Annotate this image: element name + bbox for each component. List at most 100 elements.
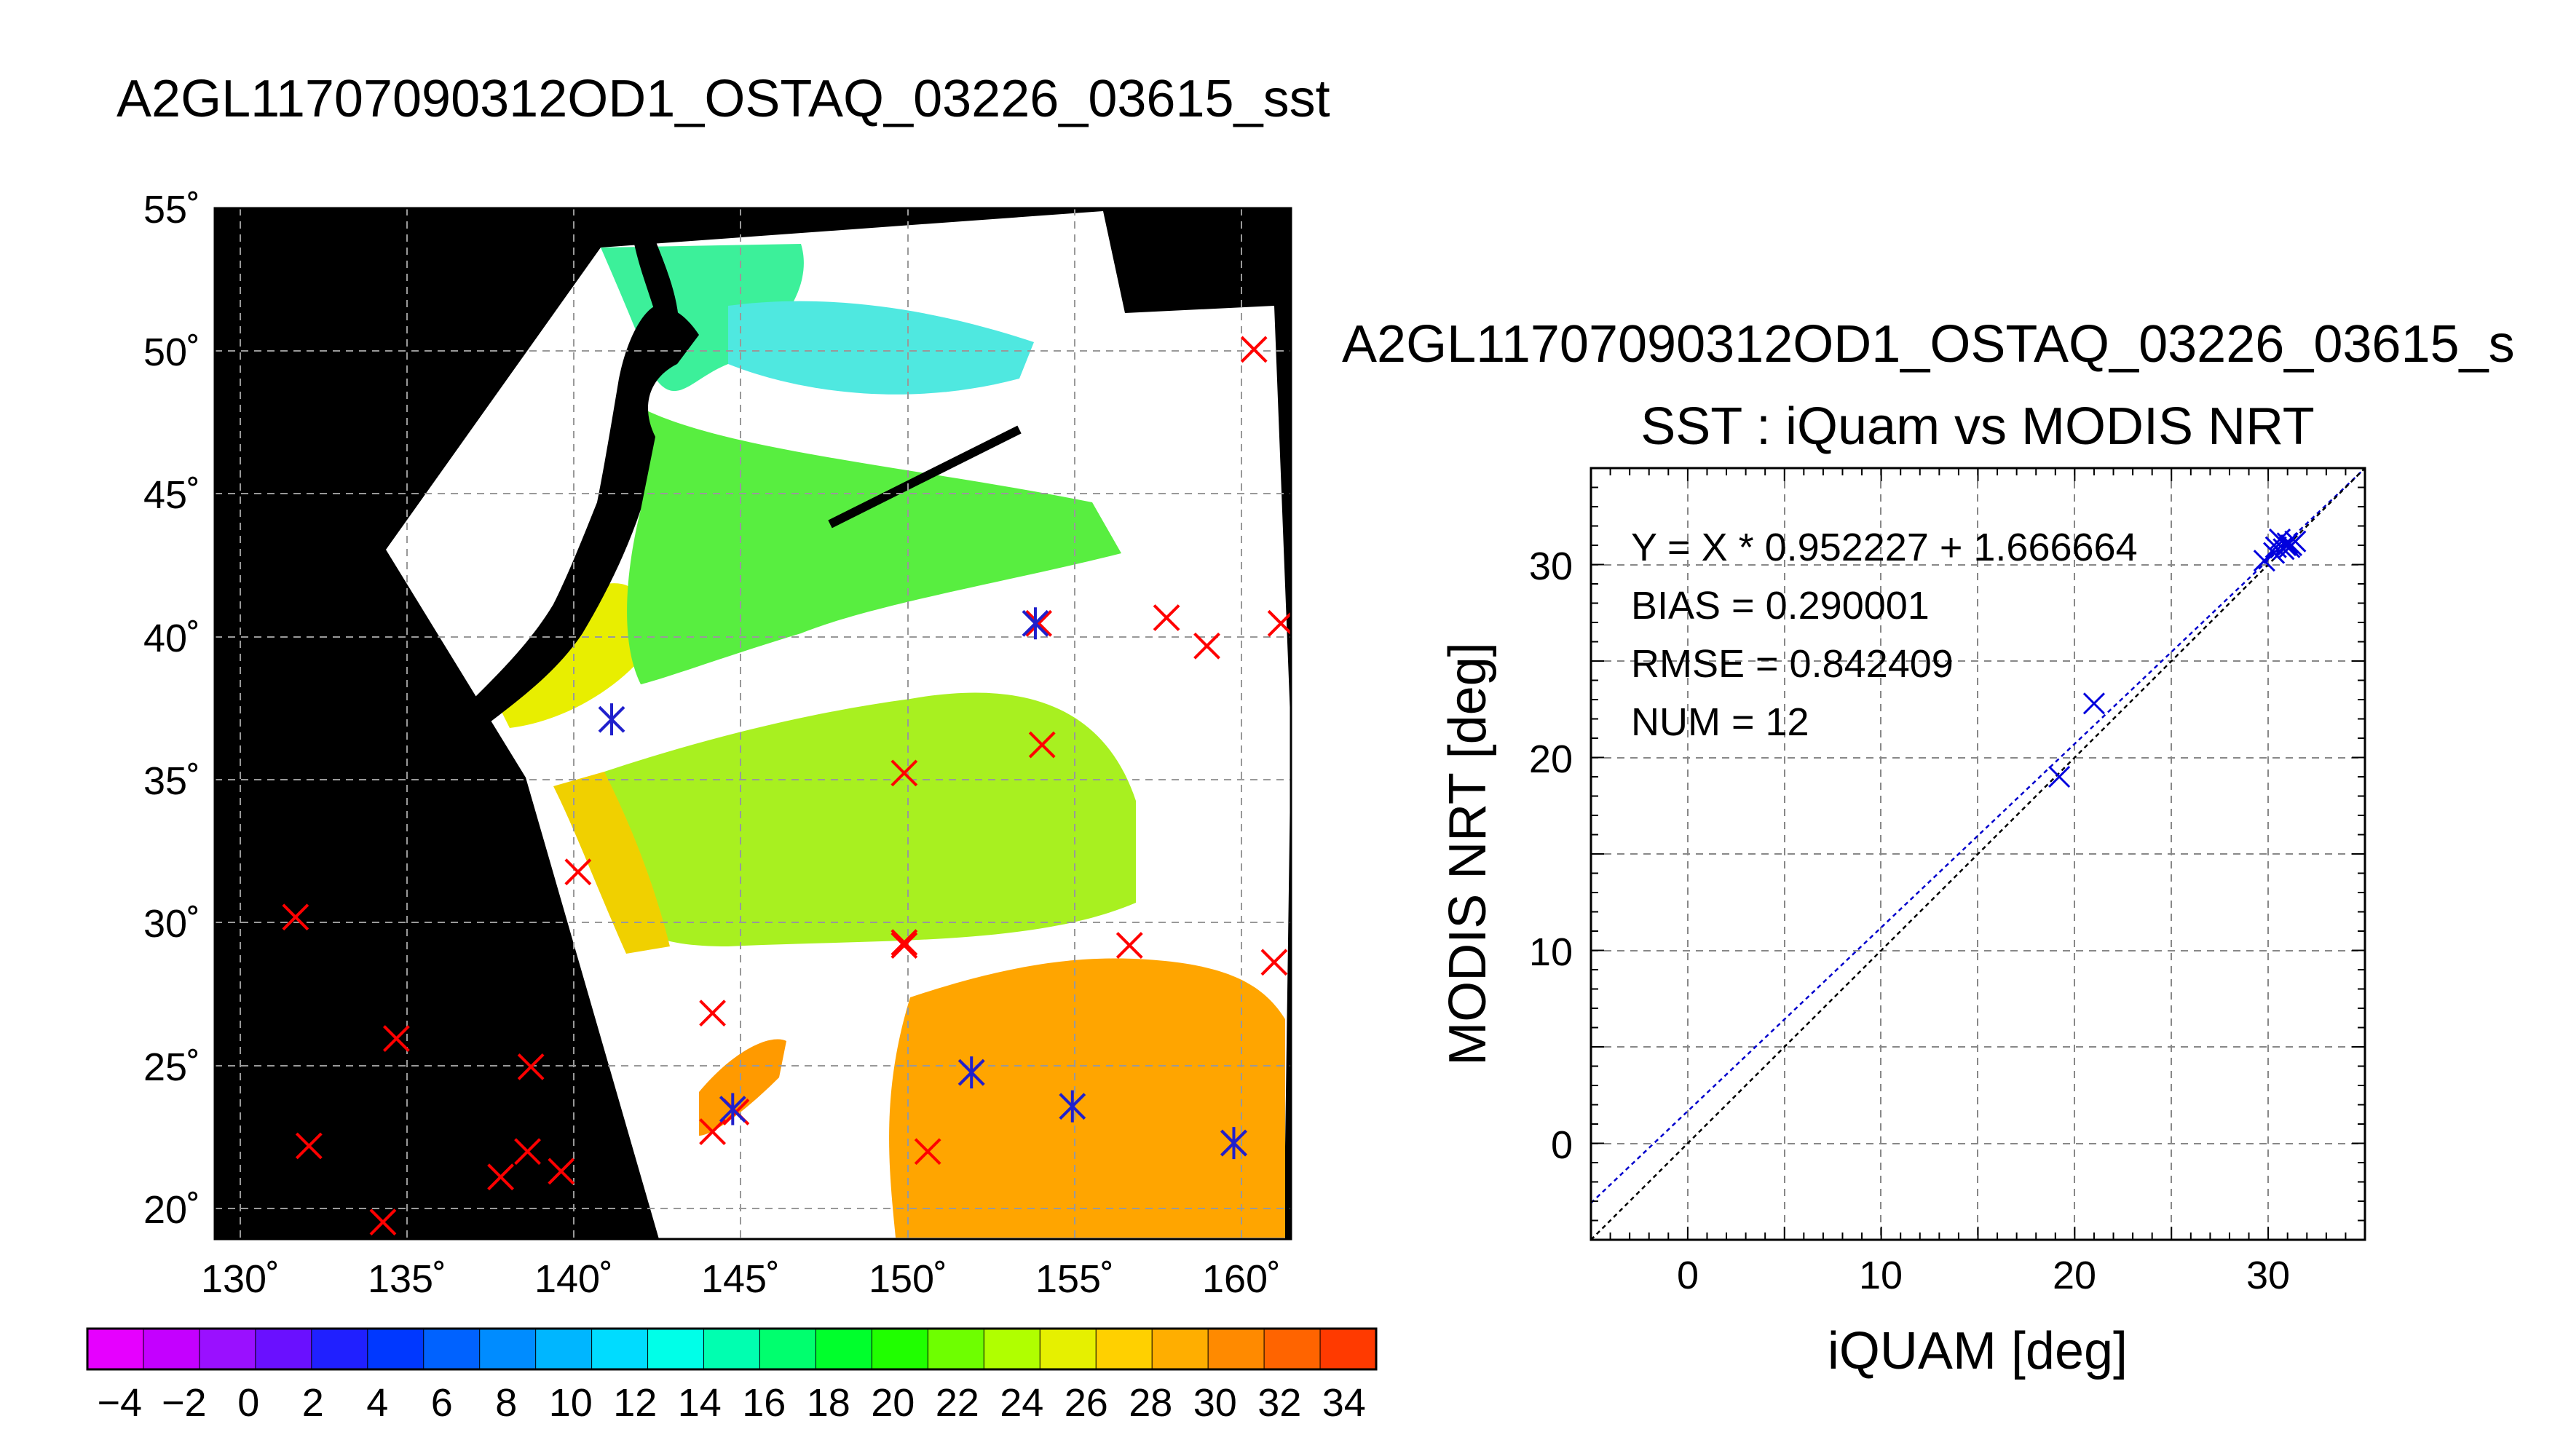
map-marker-x	[282, 903, 309, 931]
x-tick-label: 30	[2246, 1254, 2290, 1297]
colorbar-segment	[1263, 1328, 1322, 1370]
map-marker-x	[1260, 949, 1288, 976]
scatter-point	[2253, 550, 2275, 572]
colorbar-segment	[815, 1328, 873, 1370]
num-value: NUM = 12	[1631, 700, 1809, 744]
map-marker-asterisk	[719, 1093, 746, 1125]
colorbar-tick-label: 0	[237, 1381, 259, 1425]
map-marker-x	[295, 1132, 323, 1160]
lon-tick-label: 155˚	[1035, 1257, 1114, 1301]
lat-tick-label: 55˚	[143, 188, 200, 232]
fit-equation: Y = X * 0.952227 + 1.666664	[1631, 526, 2138, 569]
scatter-points	[2048, 528, 2307, 788]
map-marker-x	[891, 759, 918, 787]
colorbar-tick-label: 6	[431, 1381, 453, 1425]
lat-tick-label: 40˚	[143, 617, 200, 660]
colorbar-tick-label: 26	[1065, 1381, 1108, 1425]
colorbar-segment	[311, 1328, 368, 1370]
lat-tick-label: 50˚	[143, 331, 200, 374]
colorbar-tick-label: 32	[1257, 1381, 1301, 1425]
colorbar-segment	[143, 1328, 200, 1370]
rmse-value: RMSE = 0.842409	[1631, 642, 1954, 686]
scatter-point	[2048, 765, 2071, 788]
sst-map: 130˚ 135˚ 140˚ 145˚ 150˚ 155˚ 160˚ 20˚ 2…	[86, 188, 1378, 1425]
scatter-title: SST : iQuam vs MODIS NRT	[1640, 397, 2315, 456]
map-marker-asterisk	[1220, 1127, 1247, 1160]
y-tick-label: 20	[1529, 737, 1573, 781]
colorbar-frame	[86, 1327, 1378, 1371]
map-marker-x	[382, 1025, 410, 1052]
map-marker-x	[564, 858, 592, 886]
colorbar-tick-label: 4	[366, 1381, 388, 1425]
scatter-xtick-labels: 0 10 20 30	[1677, 1254, 2290, 1297]
colorbar-tick-label: 22	[936, 1381, 979, 1425]
scatter-lines	[1591, 468, 2365, 1240]
colorbar-tick-label: 18	[807, 1381, 850, 1425]
scatter-point	[2278, 536, 2301, 558]
japan-land	[473, 306, 699, 735]
colorbar-segment	[703, 1328, 761, 1370]
sst-kuroshio	[604, 692, 1136, 946]
colorbar-labels: −4 −2 0 2 4 6 8 10 12 14 16 18 20 22 24 26 28 30 32 34	[97, 1381, 1365, 1425]
scatter-minor-ticks	[1591, 467, 2366, 1240]
x-tick-label: 10	[1859, 1254, 1903, 1297]
x-tick-label: 20	[2053, 1254, 2096, 1297]
x-tick-label: 0	[1677, 1254, 1699, 1297]
map-marker-x	[548, 1158, 575, 1185]
scatter-point	[2274, 534, 2297, 557]
map-marker-x	[914, 1138, 941, 1166]
map-marker-asterisk	[1022, 607, 1049, 640]
map-marker-x	[1025, 609, 1053, 637]
identity-line	[1591, 468, 2365, 1240]
colorbar-tick-label: 16	[742, 1381, 786, 1425]
map-markers	[282, 336, 1291, 1236]
colorbar-segment	[423, 1328, 481, 1370]
map-marker-asterisk	[598, 703, 625, 736]
map-marker-x	[891, 929, 918, 957]
regression-line	[1591, 468, 2365, 1204]
colorbar-segment	[1039, 1328, 1097, 1370]
sakhalin-land	[633, 240, 679, 349]
colorbar-tick-label: 10	[549, 1381, 593, 1425]
colorbar-segment	[479, 1328, 537, 1370]
scatter-point	[2272, 538, 2295, 561]
colorbar-segment	[591, 1328, 649, 1370]
lat-tick-label: 35˚	[143, 759, 200, 803]
colorbar-segment	[927, 1328, 985, 1370]
page-title: A2GL11707090312OD1_OSTAQ_03226_03615_sst	[117, 70, 1330, 128]
sst-northeast	[728, 301, 1034, 395]
lon-tick-label: 140˚	[534, 1257, 613, 1301]
scatter-xlabel: iQUAM [deg]	[1828, 1322, 2128, 1380]
colorbar-tick-label: 8	[495, 1381, 517, 1425]
lon-tick-label: 145˚	[701, 1257, 780, 1301]
lon-tick-label: 150˚	[869, 1257, 947, 1301]
map-marker-x	[517, 1053, 545, 1080]
y-tick-label: 0	[1551, 1123, 1573, 1167]
colorbar-tick-label: 28	[1129, 1381, 1172, 1425]
lon-tick-label: 135˚	[368, 1257, 446, 1301]
colorbar-tick-label: 20	[871, 1381, 915, 1425]
map-lon-labels: 130˚ 135˚ 140˚ 145˚ 150˚ 155˚ 160˚	[201, 1257, 1281, 1301]
colorbar-segment	[255, 1328, 312, 1370]
map-marker-x	[1267, 609, 1291, 637]
scatter-ytick-labels: 0 10 20 30	[1529, 545, 1573, 1167]
colorbar-tick-label: 2	[302, 1381, 324, 1425]
colorbar-tick-label: −2	[162, 1381, 207, 1425]
colorbar-segment	[1151, 1328, 1209, 1370]
bias-value: BIAS = 0.290001	[1631, 584, 1930, 628]
lat-tick-label: 20˚	[143, 1188, 200, 1232]
colorbar-segment	[1095, 1328, 1153, 1370]
map-marker-x	[699, 1000, 726, 1027]
map-lat-labels: 20˚ 25˚ 30˚ 35˚ 40˚ 45˚ 50˚ 55˚	[143, 188, 200, 1232]
colorbar-tick-label: 14	[678, 1381, 722, 1425]
colorbar-segment	[1207, 1328, 1265, 1370]
y-tick-label: 30	[1529, 545, 1573, 588]
sea-of-japan-sst	[495, 583, 655, 728]
scatter-suptitle: A2GL11707090312OD1_OSTAQ_03226_03615_s	[1342, 315, 2515, 373]
map-marker-asterisk	[957, 1056, 985, 1089]
lon-tick-label: 160˚	[1202, 1257, 1281, 1301]
scatter-ylabel: MODIS NRT [deg]	[1439, 642, 1497, 1066]
colorbar-tick-label: −4	[97, 1381, 142, 1425]
map-marker-x	[514, 1138, 541, 1166]
